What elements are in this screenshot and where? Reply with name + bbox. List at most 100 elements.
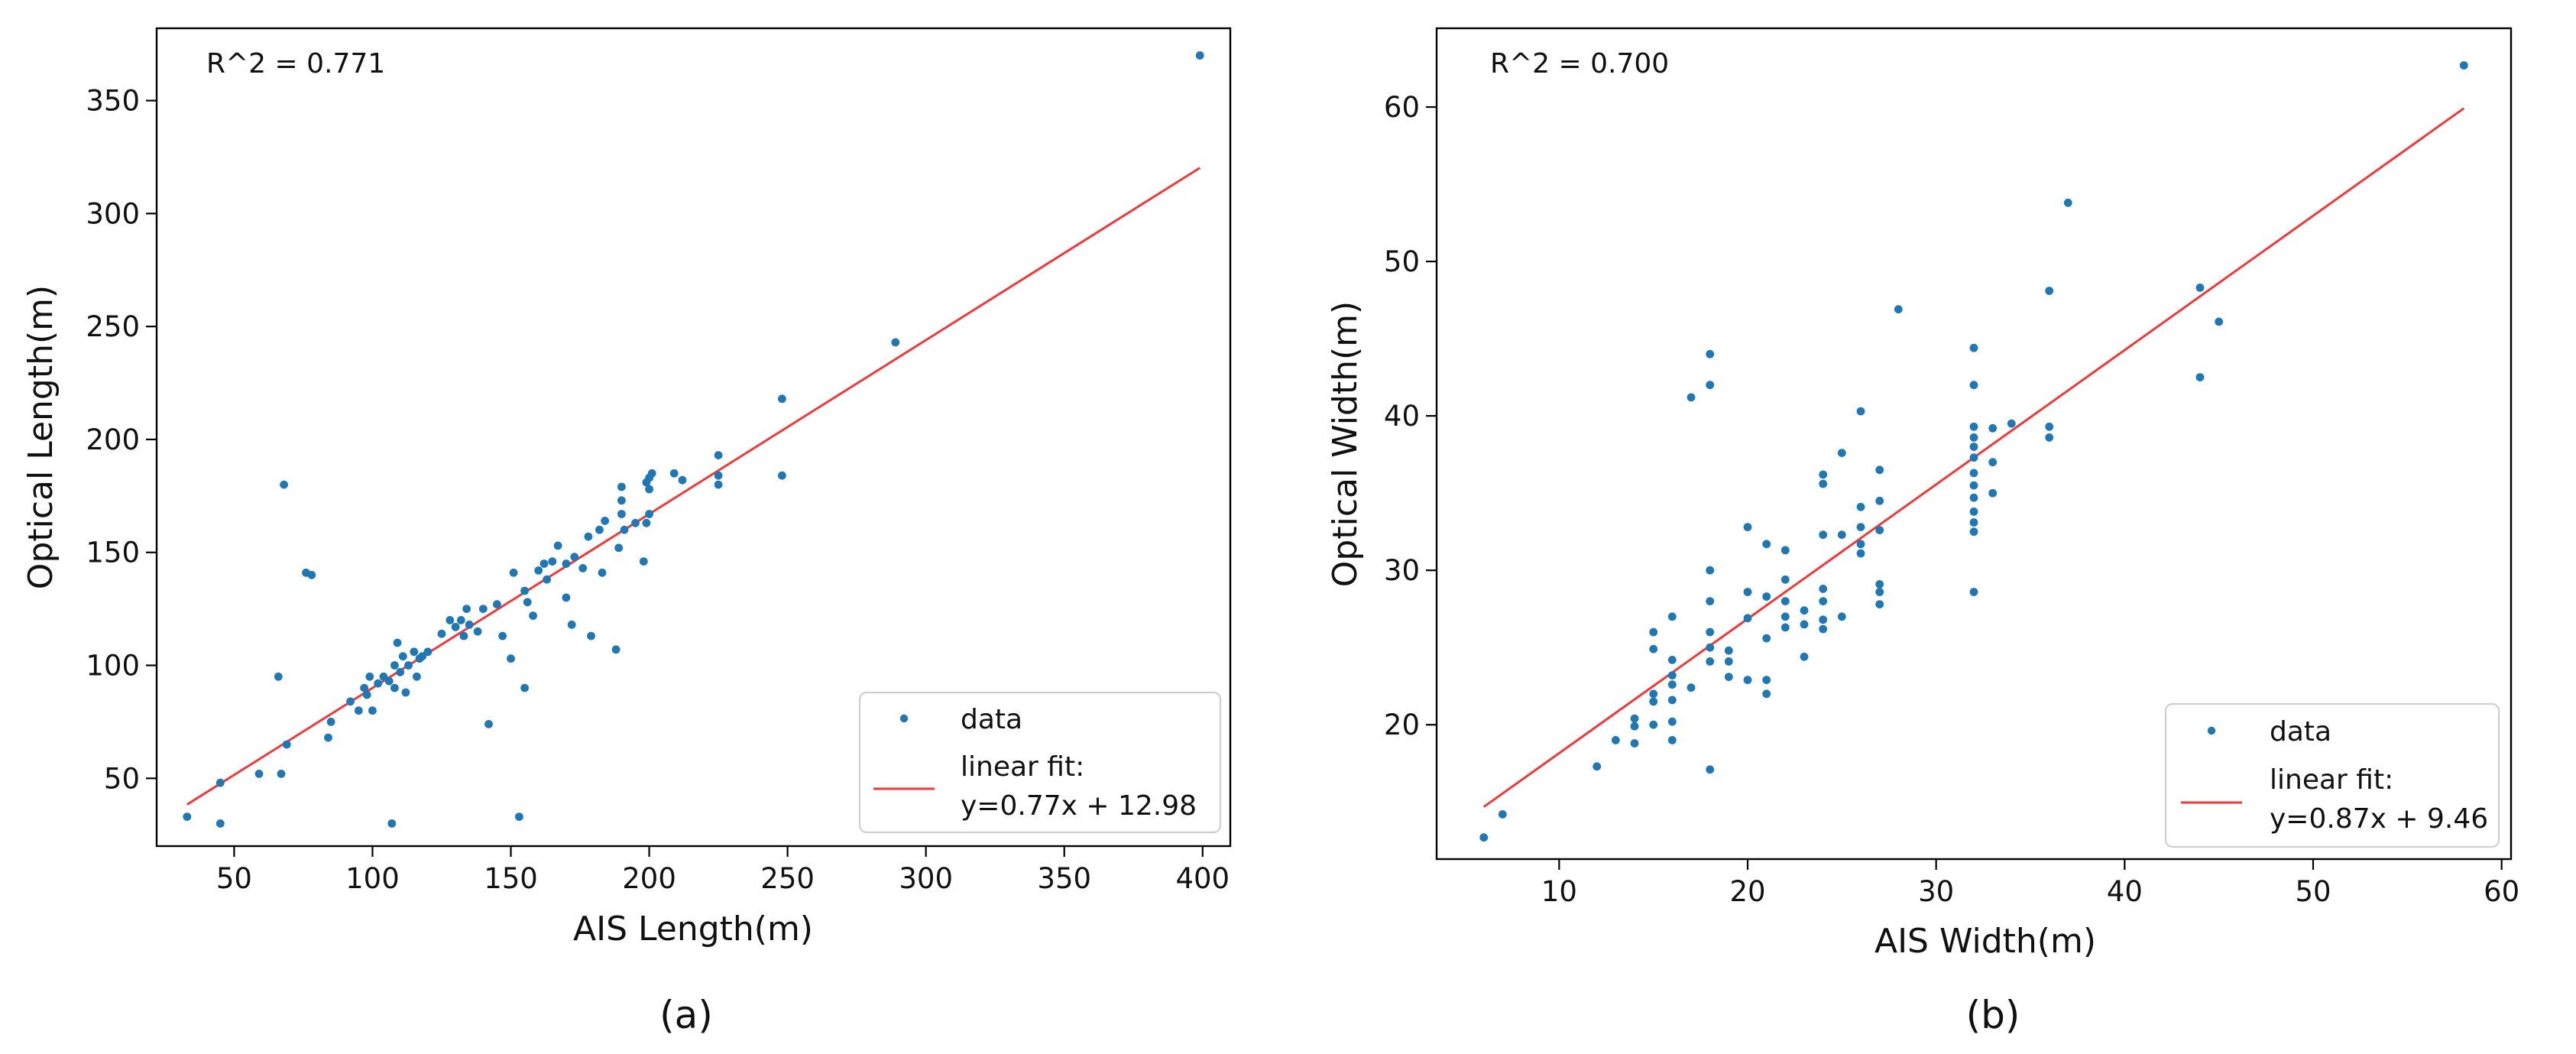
panel-b-data-point-25 [1706,628,1715,637]
panel-b-data-point-10 [1649,689,1658,699]
panel-b-data-point-29 [1706,349,1715,358]
panel-a-data-point-22 [387,819,397,828]
panel-b-data-point-93 [2195,373,2205,381]
panel-a-legend-data-marker [899,714,909,723]
panel-b-x-tick-label-40: 40 [2107,875,2143,908]
panel-b-data-point-91 [2045,287,2054,295]
panel-b-data-point-90 [2045,422,2054,431]
panel-b-data-point-57 [1837,612,1846,621]
panel-a-legend: data linear fit: y=0.77x + 12.98 [858,691,1222,834]
panel-b-data-point-96 [2459,61,2468,70]
panel-a-data-point-51 [520,586,529,595]
panel-b-legend-data-label: data [2270,716,2331,748]
panel-a-y-tick-label-100: 100 [86,650,140,683]
panel-a-data-point-19 [374,679,383,688]
panel-b-x-axis-label: AIS Width(m) [1874,922,2096,961]
panel-b-x-tick-label-60: 60 [2484,875,2519,908]
panel-a-data-point-30 [410,647,419,657]
panel-a-data-point-80 [645,485,653,494]
panel-b-data-point-63 [1856,502,1865,511]
panel-b-data-point-73 [1969,527,1978,537]
panel-a-legend-fit-label-2: y=0.77x + 12.98 [961,790,1197,822]
panel-b-data-point-76 [1969,493,1978,502]
panel-a-data-point-38 [456,616,465,624]
panel-b-data-point-94 [2195,284,2205,292]
panel-b-data-point-59 [1837,449,1846,457]
panel-b-data-point-75 [1969,508,1978,516]
panel-a-y-tick-label-150: 150 [86,537,140,569]
panel-a-label: (a) [659,993,713,1037]
panel-a-data-point-55 [540,559,549,568]
panel-b-data-point-83 [1969,381,1978,390]
panel-b-data-point-84 [1969,343,1978,352]
panel-a-x-axis-label: AIS Length(m) [573,910,813,949]
panel-a-data-point-48 [509,568,518,577]
panel-b-data-point-43 [1781,612,1790,621]
panel-a-y-tick-label-200: 200 [86,423,140,456]
panel-b-data-point-30 [1724,673,1733,681]
panel-b-data-point-47 [1800,620,1809,629]
panel-b-data-point-78 [1969,469,1978,478]
panel-b-data-point-14 [1667,717,1677,726]
panel-a-x-tick-label-200: 200 [622,862,676,895]
panel-a-data-point-11 [324,733,332,742]
panel-b-data-point-12 [1649,644,1658,653]
panel-b-data-point-74 [1969,518,1978,527]
panel-b-data-point-6 [1630,714,1639,723]
panel-a-data-point-86 [714,471,723,480]
panel-a-data-point-17 [365,672,374,681]
panel-a-data-point-76 [639,557,648,566]
panel-a-data-point-52 [523,598,532,607]
panel-a-x-tick-label-400: 400 [1175,862,1230,895]
panel-a-data-point-59 [562,559,571,568]
panel-a-x-tick-label-150: 150 [484,862,538,895]
panel-a-data-point-23 [390,683,399,692]
panel-a-data-point-66 [595,525,604,534]
panel-a-data-point-62 [570,553,579,562]
panel-b-y-tick-label-20: 20 [1384,709,1420,741]
panel-b-data-point-11 [1649,628,1658,637]
panel-b-x-ticks: 10 20 30 40 50 60 [1541,859,2519,908]
panel-a-data-point-34 [423,647,433,657]
panel-a-fit-line [186,167,1201,806]
panel-b-data-point-61 [1856,540,1865,549]
panel-a-data-point-27 [398,652,407,661]
panel-b-data-point-24 [1706,643,1715,652]
panel-a-data-point-2 [215,819,225,828]
panel-a-data-point-53 [529,611,537,620]
panel-a-y-axis-label: Optical Length(m) [21,285,60,589]
panel-b-data-point-38 [1762,689,1771,699]
panel-a-data-point-69 [611,645,621,654]
panel-b-data-point-49 [1800,652,1809,661]
panel-a-x-tick-label-50: 50 [216,862,252,895]
panel-a-data-point-70 [614,543,624,553]
panel-b-data-point-18 [1667,656,1677,664]
panel-b-data-point-16 [1667,680,1677,689]
panel-a-data-point-44 [484,720,493,728]
panel-b-data-point-5 [1630,722,1639,731]
panel-a-data-point-18 [368,706,377,715]
panel-a-data-point-1 [183,812,192,821]
panel-b-data-point-48 [1800,606,1809,615]
panel-a-data-point-58 [553,541,562,550]
panel-a-data-point-90 [891,338,900,347]
panel-a-data-point-60 [562,593,571,602]
panel-a-data-point-31 [413,672,421,681]
panel-b-data-point-85 [1988,488,1998,498]
panel-a-data-point-91 [1195,51,1204,60]
panel-a-data-point-73 [617,482,626,491]
panel-a-data-point-5 [274,672,283,681]
panel-a-data-point-29 [404,661,413,670]
panel-a-y-tick-label-250: 250 [86,310,140,343]
panel-a-data-point-28 [401,688,410,697]
panel-a-data-point-79 [645,510,653,518]
panel-b-data-point-77 [1969,481,1978,490]
panel-b-data-point-45 [1781,546,1790,555]
panel-a-y-tick-label-50: 50 [104,762,140,795]
panel-a-data-point-7 [280,480,288,489]
panel-a-data-point-4 [254,770,264,778]
panel-b-data-point-42 [1781,623,1790,632]
panel-a-data-point-8 [282,740,291,749]
panel-a-data-point-83 [669,469,679,478]
panel-b-data-point-40 [1762,592,1771,601]
